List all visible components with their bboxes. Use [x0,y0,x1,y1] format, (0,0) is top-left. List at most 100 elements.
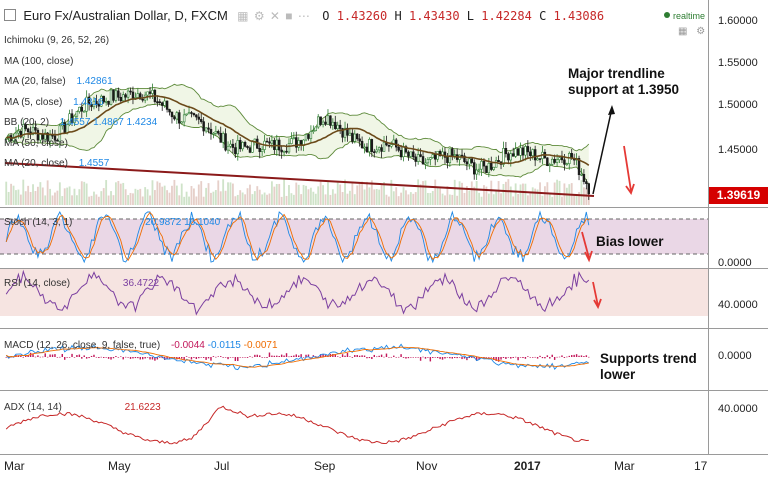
price-axis[interactable]: 1.60000 1.55000 1.50000 1.45000 0.0000 40.000… [709,0,768,454]
candle-body [487,162,491,174]
stoch-values: 20.9872 16.1040 [145,217,221,228]
volume-bar [263,192,266,205]
volume-bar [44,195,47,205]
volume-bar [373,189,376,205]
macd-hist-bar [376,356,378,358]
candle-body [485,165,488,174]
macd-hist-bar [578,355,580,357]
macd-hist-bar [288,356,290,358]
candle-body [24,124,27,130]
candle-body [148,91,152,94]
volume-bar [236,194,239,205]
volume-bar [543,186,546,205]
macd-hist-bar [427,357,429,358]
adx-line [5,405,589,445]
macd-annotation: Supports trend lower [600,351,697,382]
volume-bar [185,191,188,205]
overlay-item[interactable]: MA (100, close) [4,52,157,73]
volume-bar [307,189,310,205]
volume-bar [249,184,251,205]
macd-hist-bar [493,357,495,360]
candle-body [416,154,420,162]
volume-bar [558,180,561,205]
rsi-band [0,268,708,316]
volume-bar [10,183,13,205]
volume-bar [387,196,390,205]
candle-body [304,134,308,141]
macd-hist-bar [237,357,239,362]
macd-hist-bar [539,355,541,357]
macd-hist-bar [475,357,478,361]
macd-hist-bar [497,357,500,362]
candle-body [212,132,215,135]
macd-hist-bar [505,357,507,359]
macd-hist-bar [549,357,551,359]
time-tick-label: Mar [4,459,25,473]
macd-hist-bar [471,357,473,358]
volume-bar [49,188,52,205]
volume-bar [54,192,56,205]
volume-bar [383,182,385,205]
macd-hist-bar [534,356,536,358]
overlay-item[interactable]: MA (5, close) 1.4316 [4,93,157,114]
volume-bar [453,179,456,205]
low-value: 1.42284 [481,9,532,23]
candle-body [185,113,188,116]
candle-body [192,113,196,116]
candle-body [31,127,35,135]
volume-bar [280,196,283,205]
volume-bar [19,194,22,205]
overlay-item[interactable]: MA (50, close) [4,134,157,155]
macd-hist-bar [441,357,444,360]
candle-body [524,146,527,156]
volume-bar [36,186,39,205]
macd-hist-bar [137,357,139,359]
macd-hist-bar [127,357,129,358]
time-axis[interactable]: Mar May Jul Sep Nov 2017 Mar 17 [0,455,708,478]
volume-bar [319,179,322,205]
candle-body [360,140,364,149]
volume-bar [351,181,354,205]
macd-hist-bar [341,354,344,357]
volume-bar [188,196,190,205]
volume-bar [336,182,339,205]
candle-body [165,100,169,110]
volume-bar [192,188,195,205]
volume-bar [12,185,15,205]
candle-body [331,121,335,126]
overlay-item[interactable]: BB (20, 2) 1.4557 1.4867 1.4234 [4,113,157,134]
candle-body [119,96,123,102]
volume-bar [22,179,25,205]
candle-body [85,96,88,112]
candle-body [190,112,193,114]
collapse-icon[interactable] [4,9,16,21]
macd-hist-bar [383,356,385,358]
macd-hist-bar [339,357,341,358]
macd-hist-bar [98,357,100,359]
candle-body [443,151,447,158]
rsi-legend: RSI (14, close) 36.4722 [4,278,160,289]
overlay-item[interactable]: MA (20, close) 1.4557 [4,154,157,175]
candle-body [446,157,449,163]
volume-bar [88,196,91,205]
macd-hist-bar [556,356,558,358]
candle-body [460,154,464,157]
toolbar-icons[interactable]: ▦ ⚙ ✕ ■ ⋯ [237,9,311,23]
macd-hist-bar [64,357,66,360]
corner-buttons[interactable]: ▦ ⚙ [678,26,709,37]
macd-hist-bar [583,356,585,357]
overlay-item[interactable]: Ichimoku (9, 26, 52, 26) [4,31,157,52]
macd-hist-bar [273,355,276,357]
volume-bar [266,194,268,205]
macd-hist-bar [280,354,283,357]
overlay-item[interactable]: MA (20, false) 1.42861 [4,72,157,93]
volume-bar [366,181,368,205]
volume-bar [522,183,524,205]
volume-bar [5,181,8,205]
candle-body [373,151,376,153]
macd-hist-bar [207,357,210,359]
macd-hist-bar [151,357,154,360]
trendline-support[interactable] [4,162,595,197]
macd-hist-bar [32,354,34,357]
